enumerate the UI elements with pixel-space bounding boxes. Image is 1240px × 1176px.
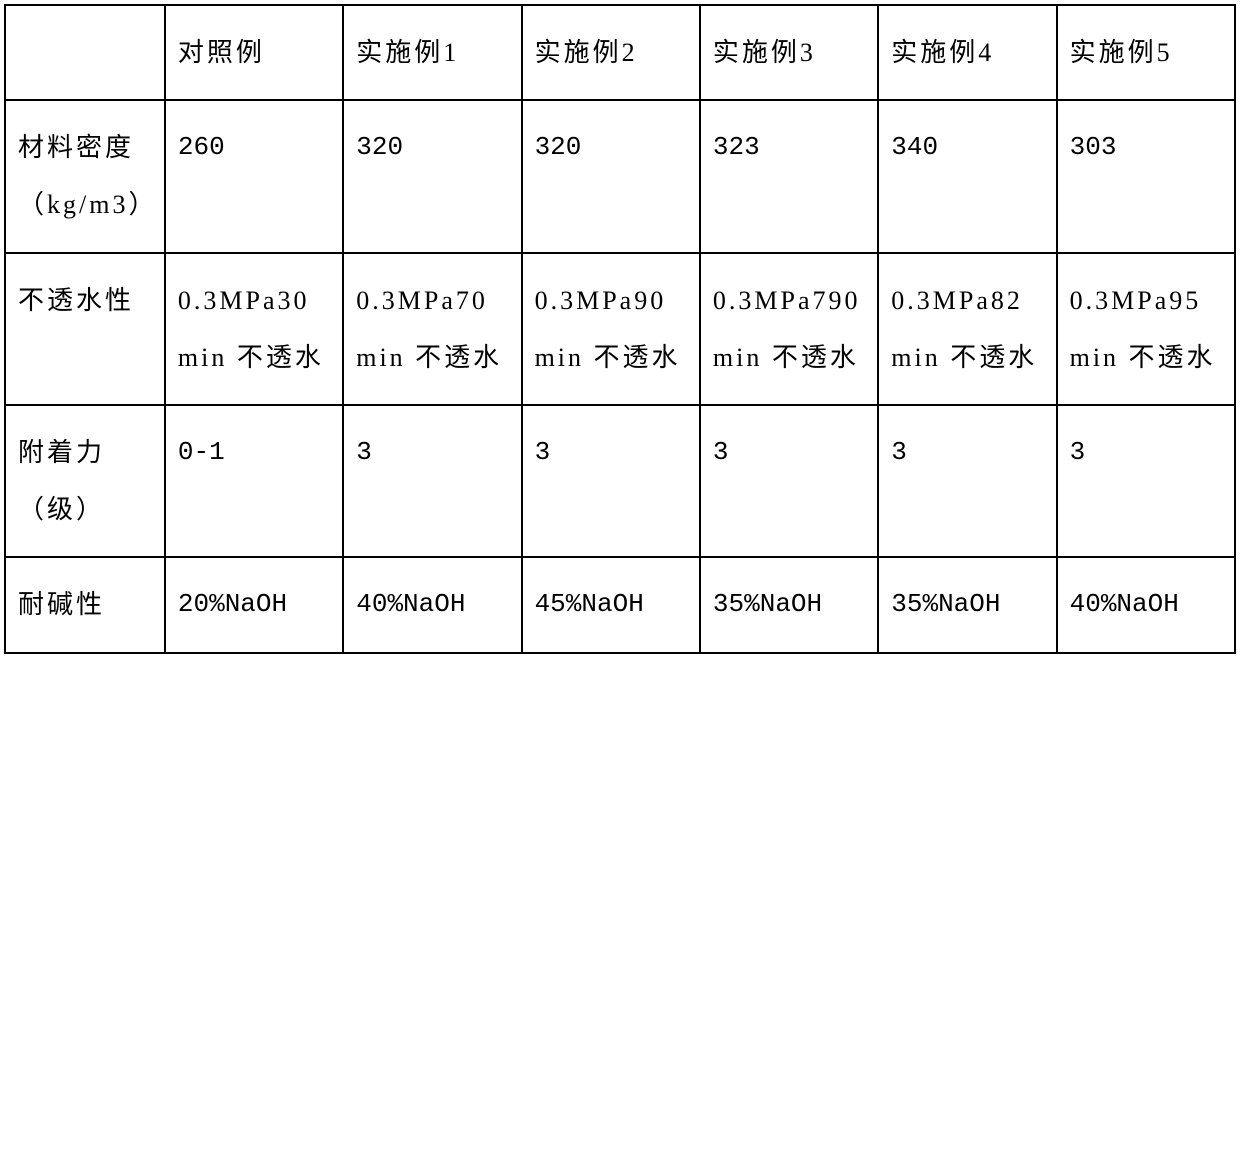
cell-alkali-ex4: 35%NaOH bbox=[878, 557, 1056, 652]
cell-alkali-ex2: 45%NaOH bbox=[522, 557, 700, 652]
cell-waterproof-ex5: 0.3MPa95min 不透水 bbox=[1057, 253, 1235, 405]
table-row-adhesion: 附着力（级） 0-1 3 3 3 3 3 bbox=[5, 405, 1235, 557]
cell-adhesion-ex3: 3 bbox=[700, 405, 878, 557]
header-cell-ex1: 实施例1 bbox=[343, 5, 521, 100]
cell-waterproof-ex4: 0.3MPa82min 不透水 bbox=[878, 253, 1056, 405]
cell-density-ex1: 320 bbox=[343, 100, 521, 252]
cell-density-ex3: 323 bbox=[700, 100, 878, 252]
cell-density-ex5: 303 bbox=[1057, 100, 1235, 252]
cell-adhesion-ex1: 3 bbox=[343, 405, 521, 557]
header-cell-control: 对照例 bbox=[165, 5, 343, 100]
cell-alkali-control: 20%NaOH bbox=[165, 557, 343, 652]
row-label-adhesion: 附着力（级） bbox=[5, 405, 165, 557]
cell-alkali-ex5: 40%NaOH bbox=[1057, 557, 1235, 652]
cell-waterproof-ex2: 0.3MPa90min 不透水 bbox=[522, 253, 700, 405]
cell-adhesion-control: 0-1 bbox=[165, 405, 343, 557]
cell-adhesion-ex4: 3 bbox=[878, 405, 1056, 557]
cell-density-ex4: 340 bbox=[878, 100, 1056, 252]
cell-adhesion-ex5: 3 bbox=[1057, 405, 1235, 557]
header-cell-ex2: 实施例2 bbox=[522, 5, 700, 100]
data-table: 对照例 实施例1 实施例2 实施例3 实施例4 实施例5 材料密度（kg/m3）… bbox=[4, 4, 1236, 654]
table-header-row: 对照例 实施例1 实施例2 实施例3 实施例4 实施例5 bbox=[5, 5, 1235, 100]
cell-density-control: 260 bbox=[165, 100, 343, 252]
header-cell-ex3: 实施例3 bbox=[700, 5, 878, 100]
cell-waterproof-control: 0.3MPa30min 不透水 bbox=[165, 253, 343, 405]
header-cell-ex4: 实施例4 bbox=[878, 5, 1056, 100]
cell-waterproof-ex3: 0.3MPa790min 不透水 bbox=[700, 253, 878, 405]
cell-alkali-ex3: 35%NaOH bbox=[700, 557, 878, 652]
header-cell-empty bbox=[5, 5, 165, 100]
row-label-waterproof: 不透水性 bbox=[5, 253, 165, 405]
table-row-alkali: 耐碱性 20%NaOH 40%NaOH 45%NaOH 35%NaOH 35%N… bbox=[5, 557, 1235, 652]
cell-density-ex2: 320 bbox=[522, 100, 700, 252]
row-label-density: 材料密度（kg/m3） bbox=[5, 100, 165, 252]
header-cell-ex5: 实施例5 bbox=[1057, 5, 1235, 100]
cell-waterproof-ex1: 0.3MPa70min 不透水 bbox=[343, 253, 521, 405]
cell-adhesion-ex2: 3 bbox=[522, 405, 700, 557]
cell-alkali-ex1: 40%NaOH bbox=[343, 557, 521, 652]
table-row-density: 材料密度（kg/m3） 260 320 320 323 340 303 bbox=[5, 100, 1235, 252]
table-row-waterproof: 不透水性 0.3MPa30min 不透水 0.3MPa70min 不透水 0.3… bbox=[5, 253, 1235, 405]
row-label-alkali: 耐碱性 bbox=[5, 557, 165, 652]
